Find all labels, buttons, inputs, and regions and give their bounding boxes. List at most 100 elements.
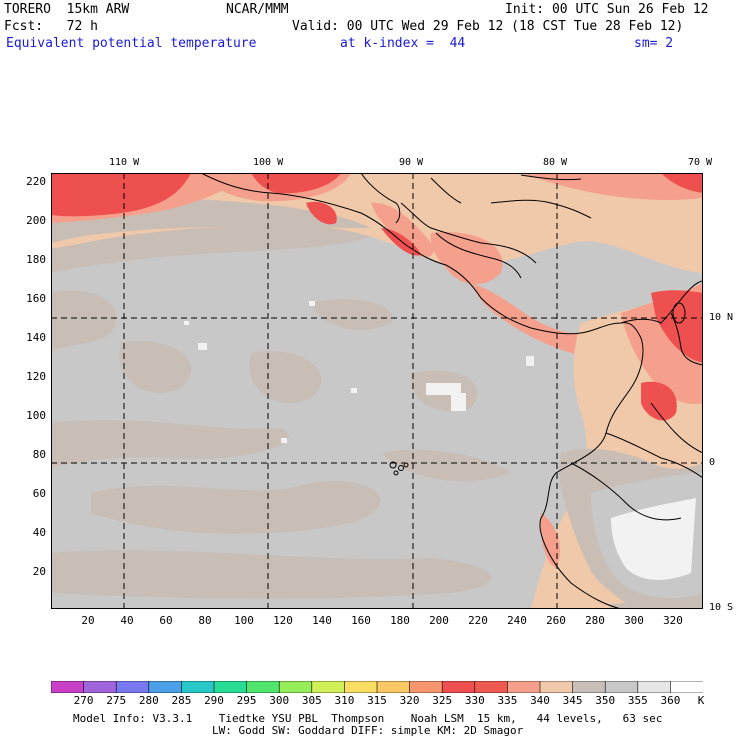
colorbar-swatch xyxy=(246,681,281,693)
x-tick-280: 280 xyxy=(585,614,605,627)
field-name: Equivalent potential temperature xyxy=(6,36,257,51)
red-mexico-coast xyxy=(251,173,341,194)
init-time: Init: 00 UTC Sun 26 Feb 12 xyxy=(505,2,709,17)
x-tick-220: 220 xyxy=(468,614,488,627)
level-info: at k-index = 44 xyxy=(340,36,466,51)
valid-time: Valid: 00 UTC Wed 29 Feb 12 (18 CST Tue … xyxy=(292,19,684,34)
colorbar-label: 280 xyxy=(138,694,159,707)
model-info: Model Info: V3.3.1 Tiedtke YSU PBL Thomp… xyxy=(73,712,663,725)
x-tick-240: 240 xyxy=(507,614,527,627)
smoothing-info: sm= 2 xyxy=(634,36,674,51)
x-tick-140: 140 xyxy=(312,614,332,627)
coastlines xyxy=(200,173,703,609)
x-tick-320: 320 xyxy=(663,614,683,627)
colorbar-unit: K xyxy=(697,694,705,707)
x-tick-300: 300 xyxy=(624,614,644,627)
colorbar-label: 300 xyxy=(269,694,290,707)
y-tick-200: 200 xyxy=(26,214,46,227)
red-venezuela xyxy=(651,290,703,363)
colorbar-label: 355 xyxy=(627,694,648,707)
physics-info: LW: Godd SW: Goddard DIFF: simple KM: 2D… xyxy=(212,724,524,737)
y-tick-100: 100 xyxy=(26,409,46,422)
red-northwest xyxy=(51,173,191,217)
colorbar-label: 360 xyxy=(660,694,681,707)
salmon-guatemala xyxy=(371,202,434,258)
y-tick-20: 20 xyxy=(32,565,46,578)
peach-peru-coast xyxy=(531,533,626,609)
y-tick-140: 140 xyxy=(26,331,46,344)
forecast-hour: Fcst: 72 h xyxy=(4,19,98,34)
y-tick-60: 60 xyxy=(32,487,46,500)
colorbar-label: 295 xyxy=(236,694,257,707)
colorbar-swatch xyxy=(441,681,476,693)
colorbar xyxy=(51,681,703,693)
colorbar-label: 325 xyxy=(432,694,453,707)
lat-label-10n: 10 N xyxy=(709,312,734,323)
colorbar-swatch xyxy=(572,681,606,693)
lon-label-80w: 80 W xyxy=(543,157,568,168)
colorbar-swatch xyxy=(474,681,509,693)
colorbar-swatch xyxy=(278,681,313,693)
x-tick-100: 100 xyxy=(234,614,254,627)
colorbar-label: 350 xyxy=(595,694,616,707)
y-tick-220: 220 xyxy=(26,175,46,188)
colorbar-label: 305 xyxy=(301,694,322,707)
lon-label-100w: 100 W xyxy=(253,157,284,168)
colorbar-label: 330 xyxy=(464,694,485,707)
colorbar-label: 275 xyxy=(106,694,127,707)
colorbar-label: 285 xyxy=(171,694,192,707)
white-andes xyxy=(611,498,696,580)
colorbar-label: 290 xyxy=(204,694,224,707)
salmon-peru-coast xyxy=(540,513,561,568)
colorbar-swatch xyxy=(311,681,346,693)
map-frame xyxy=(51,173,703,609)
white-specks xyxy=(184,301,534,443)
colorbar-swatch xyxy=(409,681,444,693)
center-name: NCAR/MMM xyxy=(226,2,289,17)
colorbar-label: 345 xyxy=(562,694,583,707)
islands xyxy=(389,302,686,476)
colorbar-swatch xyxy=(344,681,378,693)
lon-label-70w: 70 W xyxy=(688,157,713,168)
x-tick-120: 120 xyxy=(273,614,293,627)
model-title: TORERO 15km ARW xyxy=(4,2,130,17)
lon-label-90w: 90 W xyxy=(399,157,424,168)
x-tick-40: 40 xyxy=(120,614,134,627)
x-tick-200: 200 xyxy=(429,614,449,627)
lon-label-110w: 110 W xyxy=(109,157,140,168)
x-tick-160: 160 xyxy=(351,614,371,627)
y-tick-80: 80 xyxy=(32,448,46,461)
salmon-honduras xyxy=(430,232,503,285)
colorbar-swatch xyxy=(213,681,248,693)
graticule xyxy=(51,173,703,609)
x-tick-80: 80 xyxy=(198,614,212,627)
colorbar-swatch xyxy=(670,681,703,693)
colorbar-label: 310 xyxy=(334,694,355,707)
colorbar-swatch xyxy=(51,681,85,693)
red-venezuela-inland xyxy=(641,381,677,421)
x-tick-180: 180 xyxy=(390,614,410,627)
colorbar-label: 270 xyxy=(73,694,94,707)
red-spot-1 xyxy=(306,201,337,225)
salmon-costa-rica xyxy=(471,283,604,354)
lat-label-10s: 10 S xyxy=(709,602,734,613)
colorbar-swatch xyxy=(115,681,150,693)
red-caribbean xyxy=(661,173,703,193)
colorbar-label: 340 xyxy=(530,694,550,707)
colorbar-swatch xyxy=(181,681,215,693)
colorbar-swatch xyxy=(604,681,639,693)
colorbar-label: 335 xyxy=(497,694,518,707)
colorbar-swatch xyxy=(376,681,411,693)
y-tick-160: 160 xyxy=(26,292,46,305)
y-tick-40: 40 xyxy=(32,526,46,539)
colorbar-swatch xyxy=(148,681,183,693)
colorbar-swatch xyxy=(539,681,574,693)
colorbar-swatch xyxy=(637,681,672,693)
y-tick-180: 180 xyxy=(26,253,46,266)
colorbar-label: 315 xyxy=(367,694,387,707)
y-tick-120: 120 xyxy=(26,370,46,383)
colorbar-swatch xyxy=(507,681,541,693)
colorbar-label: 320 xyxy=(399,694,420,707)
x-tick-260: 260 xyxy=(546,614,566,627)
x-tick-60: 60 xyxy=(159,614,173,627)
